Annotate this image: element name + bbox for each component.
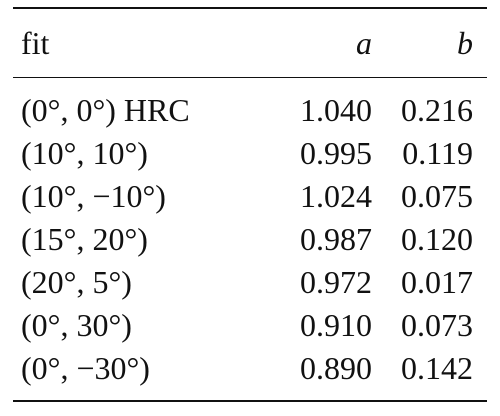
cell-a: 0.972 bbox=[300, 264, 372, 301]
cell-fit: (0°, −30°) bbox=[21, 350, 150, 387]
cell-a: 0.995 bbox=[300, 135, 372, 172]
data-table: fit a b bbox=[13, 9, 487, 77]
cell-fit: (15°, 20°) bbox=[21, 221, 148, 258]
cell-a: 1.024 bbox=[300, 178, 372, 215]
header-fit: fit bbox=[21, 25, 50, 61]
cell-b: 0.216 bbox=[401, 92, 473, 129]
cell-a: 0.910 bbox=[300, 307, 372, 344]
data-table-body: (0°, 0°) HRC 1.040 0.216 (10°, 10°) 0.99… bbox=[13, 78, 487, 400]
header-a: a bbox=[356, 25, 372, 61]
cell-fit: (20°, 5°) bbox=[21, 264, 132, 301]
table-body: (0°, 0°) HRC 1.040 0.216 (10°, 10°) 0.99… bbox=[13, 78, 487, 400]
table-row: (10°, −10°) 1.024 0.075 bbox=[13, 175, 487, 218]
cell-a: 1.040 bbox=[300, 92, 372, 129]
header-row: fit a b bbox=[13, 9, 487, 77]
cell-fit: (10°, 10°) bbox=[21, 135, 148, 172]
cell-b: 0.017 bbox=[401, 264, 473, 301]
table-row: (15°, 20°) 0.987 0.120 bbox=[13, 218, 487, 261]
top-rule bbox=[13, 7, 487, 9]
fit-parameters-table: fit a b (0°, 0°) HRC 1.040 0.216 (10°, 1… bbox=[13, 7, 487, 403]
cell-b: 0.119 bbox=[402, 135, 473, 172]
cell-a: 0.987 bbox=[300, 221, 372, 258]
cell-b: 0.120 bbox=[401, 221, 473, 258]
table-row: (0°, 0°) HRC 1.040 0.216 bbox=[13, 78, 487, 132]
table-row: (0°, 30°) 0.910 0.073 bbox=[13, 304, 487, 347]
header-rule bbox=[13, 77, 487, 79]
cell-fit: (0°, 0°) HRC bbox=[21, 92, 190, 129]
table-row: (10°, 10°) 0.995 0.119 bbox=[13, 132, 487, 175]
cell-b: 0.073 bbox=[401, 307, 473, 344]
table-header: fit a b bbox=[13, 9, 487, 77]
header-b: b bbox=[457, 25, 473, 61]
cell-a: 0.890 bbox=[300, 350, 372, 387]
cell-b: 0.075 bbox=[401, 178, 473, 215]
cell-fit: (0°, 30°) bbox=[21, 307, 132, 344]
bottom-rule bbox=[13, 400, 487, 403]
cell-b: 0.142 bbox=[401, 350, 473, 387]
cell-fit: (10°, −10°) bbox=[21, 178, 166, 215]
table-row: (0°, −30°) 0.890 0.142 bbox=[13, 347, 487, 400]
table-row: (20°, 5°) 0.972 0.017 bbox=[13, 261, 487, 304]
